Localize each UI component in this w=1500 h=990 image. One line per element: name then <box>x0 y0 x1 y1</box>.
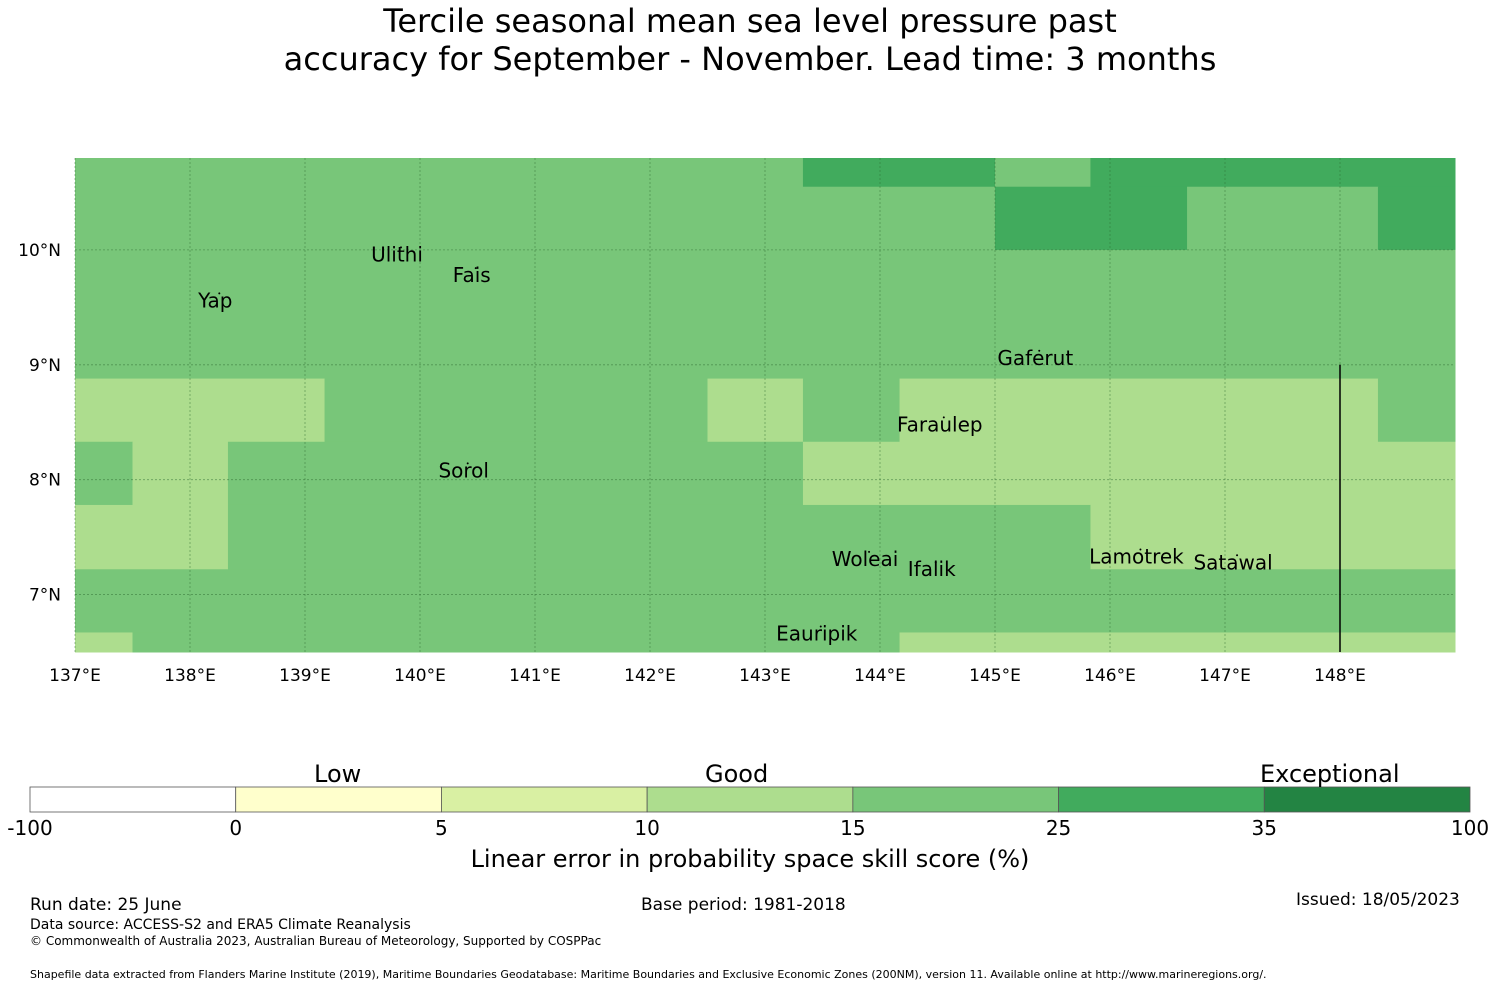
island-label: Woleai <box>832 547 899 571</box>
island-label: Satawal <box>1193 550 1272 574</box>
graticule <box>74 158 1455 652</box>
island-marker <box>1236 554 1239 557</box>
grid-cell <box>995 158 1091 188</box>
lat-tick-label: 8°N <box>29 471 61 491</box>
lon-tick-label: 137°E <box>49 666 101 686</box>
colorbar-tick-label: 5 <box>435 816 448 840</box>
colorbar-tick-label: 25 <box>1045 816 1072 840</box>
grid-cell <box>1090 504 1456 570</box>
lon-tick-label: 138°E <box>164 666 216 686</box>
island-label: Yap <box>197 288 232 312</box>
lon-tick-label: 145°E <box>969 666 1021 686</box>
grid-cell <box>1377 378 1456 443</box>
category-low-label: Low <box>314 760 362 788</box>
colorbar-segment <box>646 786 854 813</box>
island-label: Eauripik <box>776 622 858 646</box>
island-label: Faraulep <box>897 412 983 436</box>
island-label: Lamotrek <box>1089 545 1184 569</box>
island-label: Sorol <box>438 458 489 482</box>
island-marker <box>1038 349 1041 352</box>
lon-tick-label: 142°E <box>624 666 676 686</box>
lon-tick-label: 144°E <box>854 666 906 686</box>
lon-tick-label: 146°E <box>1084 666 1136 686</box>
copyright: © Commonwealth of Australia 2023, Austra… <box>30 934 602 948</box>
colorbar-segment <box>29 786 237 813</box>
lat-tick-label: 10°N <box>18 241 61 261</box>
lon-tick-label: 143°E <box>739 666 791 686</box>
data-source: Data source: ACCESS-S2 and ERA5 Climate … <box>30 917 411 933</box>
lon-tick-label: 139°E <box>279 666 331 686</box>
colorbar-tick-label: 0 <box>229 816 243 840</box>
grid-cell <box>75 158 804 188</box>
base-period: Base period: 1981-2018 <box>641 895 846 915</box>
grid-cell <box>1187 186 1379 251</box>
colorbar-segment <box>1263 786 1471 813</box>
category-exceptional-label: Exceptional <box>1260 760 1400 788</box>
lat-tick-label: 7°N <box>29 586 61 606</box>
grid-cell <box>75 378 326 443</box>
island-label: Gaferut <box>997 346 1073 370</box>
colorbar-tick-label: 10 <box>634 816 660 840</box>
grid-cell <box>995 186 1188 251</box>
grid-cell <box>1090 158 1456 188</box>
island-label: Ifalik <box>908 557 956 581</box>
colorbar-segment <box>235 786 442 813</box>
grid-cell <box>802 441 1456 506</box>
island-marker <box>474 267 477 270</box>
issued-date: Issued: 18/05/2023 <box>1296 890 1460 910</box>
axis-tick-labels: 137°E 138°E 139°E 140°E 141°E 142°E 143°E 144°E… <box>18 241 1366 686</box>
colorbar-segment <box>441 786 648 813</box>
grid-cell <box>707 378 804 443</box>
colorbar-segment <box>1058 786 1265 813</box>
island-marker <box>934 561 937 564</box>
island-label: Fais <box>453 263 491 287</box>
grid-cell <box>227 504 1091 570</box>
colorbar-segment <box>852 786 1059 813</box>
grid-cell <box>75 632 133 653</box>
grid-cell <box>132 441 229 506</box>
lon-tick-label: 147°E <box>1199 666 1251 686</box>
lat-tick-label: 9°N <box>29 356 61 376</box>
grid-cell <box>324 378 708 443</box>
grid-cell <box>899 378 1379 443</box>
colorbar-tick-label: 35 <box>1251 816 1278 840</box>
shapefile-credit: Shapefile data extracted from Flanders M… <box>30 968 1267 981</box>
lon-tick-label: 141°E <box>509 666 561 686</box>
colorbar-tick-label: 15 <box>840 816 866 840</box>
island-marker <box>1139 548 1142 551</box>
island-marker <box>868 550 871 553</box>
colorbar <box>29 786 1471 813</box>
category-good-label: Good <box>705 760 769 788</box>
lon-tick-label: 148°E <box>1314 666 1366 686</box>
island-labels: Ulithi Fais Yap Gaferut Faraulep Sorol Woleai I… <box>197 242 1273 645</box>
island-marker <box>819 625 822 628</box>
run-date: Run date: 25 June <box>30 895 182 915</box>
island-marker <box>218 292 221 295</box>
grid-cell <box>802 158 996 188</box>
grid-cell <box>802 378 901 443</box>
island-label: Ulithi <box>371 242 423 266</box>
grid-cell <box>899 632 1456 653</box>
island-marker <box>400 246 402 249</box>
colorbar-title: Linear error in probability space skill … <box>470 845 1030 873</box>
grid-cell <box>132 632 901 653</box>
island-marker <box>942 416 945 419</box>
grid-cell <box>75 504 229 570</box>
colorbar-tick-label: -100 <box>7 816 53 840</box>
grid-cell <box>75 441 133 506</box>
colorbar-tick-label: 100 <box>1450 816 1490 840</box>
lon-tick-label: 140°E <box>394 666 446 686</box>
map-title-line-1: Tercile seasonal mean sea level pressure… <box>383 2 1117 40</box>
grid-cell <box>1377 186 1456 251</box>
grid-cell <box>227 441 804 506</box>
map-title-line-2: accuracy for September - November. Lead … <box>283 40 1217 78</box>
island-marker <box>466 462 469 465</box>
